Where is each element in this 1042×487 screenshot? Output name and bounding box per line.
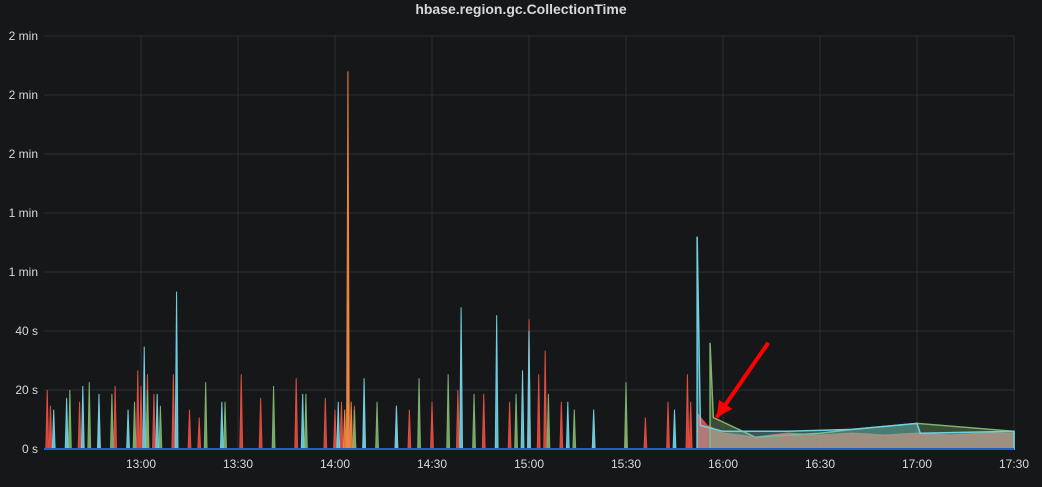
series-1-spike xyxy=(223,401,227,450)
y-tick-label: 1 min xyxy=(9,265,38,279)
series-3-spike xyxy=(346,71,350,450)
series-1-spike xyxy=(446,374,451,450)
series-2-band xyxy=(696,236,1015,450)
series-3-spike xyxy=(342,409,347,450)
x-tick-label: 17:00 xyxy=(902,457,932,471)
series-0-spike xyxy=(688,401,693,450)
series-1-spike xyxy=(67,389,72,450)
series-2-spike xyxy=(459,307,464,450)
series-0-spike xyxy=(77,401,82,450)
series-0-spike xyxy=(152,393,156,450)
series-0-spike xyxy=(685,374,690,450)
y-tick-label: 2 min xyxy=(9,147,38,161)
series-2-spike xyxy=(527,330,531,450)
series-2-spike xyxy=(362,378,367,450)
x-tick-label: 16:30 xyxy=(805,457,835,471)
series-1-spike xyxy=(572,409,577,450)
series-0-spike xyxy=(481,393,486,450)
series-1-spike xyxy=(375,401,379,450)
series-2-spike xyxy=(80,386,85,450)
series-2-spike xyxy=(336,401,341,450)
chart-title: hbase.region.gc.CollectionTime xyxy=(415,1,627,17)
series-2-spike xyxy=(155,393,160,450)
series-2-spike xyxy=(219,401,224,450)
series-1-spike xyxy=(109,393,114,450)
x-tick-label: 15:30 xyxy=(611,457,641,471)
series-2-spike xyxy=(300,393,305,450)
series-0-spike xyxy=(239,374,244,450)
series-1-spike xyxy=(158,405,163,450)
series-0-spike xyxy=(187,409,192,450)
series-2-spike xyxy=(174,291,179,450)
y-tick-label: 40 s xyxy=(15,324,38,338)
y-tick-label: 0 s xyxy=(22,442,38,456)
series-2-spike xyxy=(520,370,525,450)
y-tick-label: 20 s xyxy=(15,383,38,397)
series-1-spike xyxy=(303,393,308,450)
series-1-spike xyxy=(132,401,137,450)
y-tick-label: 2 min xyxy=(9,88,38,102)
x-tick-label: 13:30 xyxy=(223,457,253,471)
series-0-spike xyxy=(536,374,541,450)
series-0-spike xyxy=(258,397,263,450)
series-0-spike xyxy=(507,401,512,450)
series-0-spike xyxy=(339,401,344,450)
x-tick-label: 14:00 xyxy=(320,457,350,471)
series-0-spike xyxy=(430,401,434,450)
series-1-spike xyxy=(271,386,276,450)
series-2-spike xyxy=(142,346,147,450)
series-1-spike xyxy=(417,378,421,450)
series-1-spike xyxy=(472,393,476,450)
series-0-spike xyxy=(407,409,412,450)
series-2-spike xyxy=(126,409,130,450)
x-tick-label: 15:00 xyxy=(514,457,544,471)
series-1-spike xyxy=(145,389,150,450)
series-0-spike xyxy=(643,417,648,450)
annotation-arrow-head xyxy=(716,399,733,418)
series-0-spike xyxy=(48,405,53,450)
series-0-spike xyxy=(294,378,299,450)
series-0-spike xyxy=(171,374,176,450)
series-2-spike xyxy=(591,409,596,450)
series-2-spike xyxy=(672,409,677,450)
series-0-spike xyxy=(455,389,460,450)
x-tick-label: 13:00 xyxy=(126,457,156,471)
series-0-spike xyxy=(45,389,50,450)
series-0-spike xyxy=(666,401,670,450)
series-1-spike xyxy=(203,382,208,450)
series-0-spike xyxy=(135,370,140,450)
y-tick-label: 2 min xyxy=(9,29,38,43)
series-2-spike xyxy=(494,315,499,450)
x-tick-label: 17:30 xyxy=(999,457,1029,471)
series-1-spike xyxy=(624,382,628,450)
series-3-spike xyxy=(349,401,354,450)
series-2-spike xyxy=(51,409,56,450)
series-2-spike xyxy=(64,397,69,450)
series-1-spike xyxy=(87,382,92,450)
series-0-spike xyxy=(139,386,143,450)
series-2-spike xyxy=(565,401,570,450)
series-0-spike xyxy=(543,350,548,450)
series-1-spike xyxy=(352,409,357,450)
series-0-spike xyxy=(197,417,202,450)
series-2-spike xyxy=(394,405,399,450)
series-0-spike xyxy=(333,409,337,450)
x-tick-label: 14:30 xyxy=(417,457,447,471)
series-1-spike xyxy=(546,393,551,450)
series-1-spike xyxy=(514,393,518,450)
series-0-spike xyxy=(559,401,564,450)
y-tick-label: 1 min xyxy=(9,206,38,220)
x-tick-label: 16:00 xyxy=(708,457,738,471)
series-2-spike xyxy=(97,393,101,450)
series-0-spike xyxy=(113,386,118,450)
series-0-spike xyxy=(323,397,328,450)
